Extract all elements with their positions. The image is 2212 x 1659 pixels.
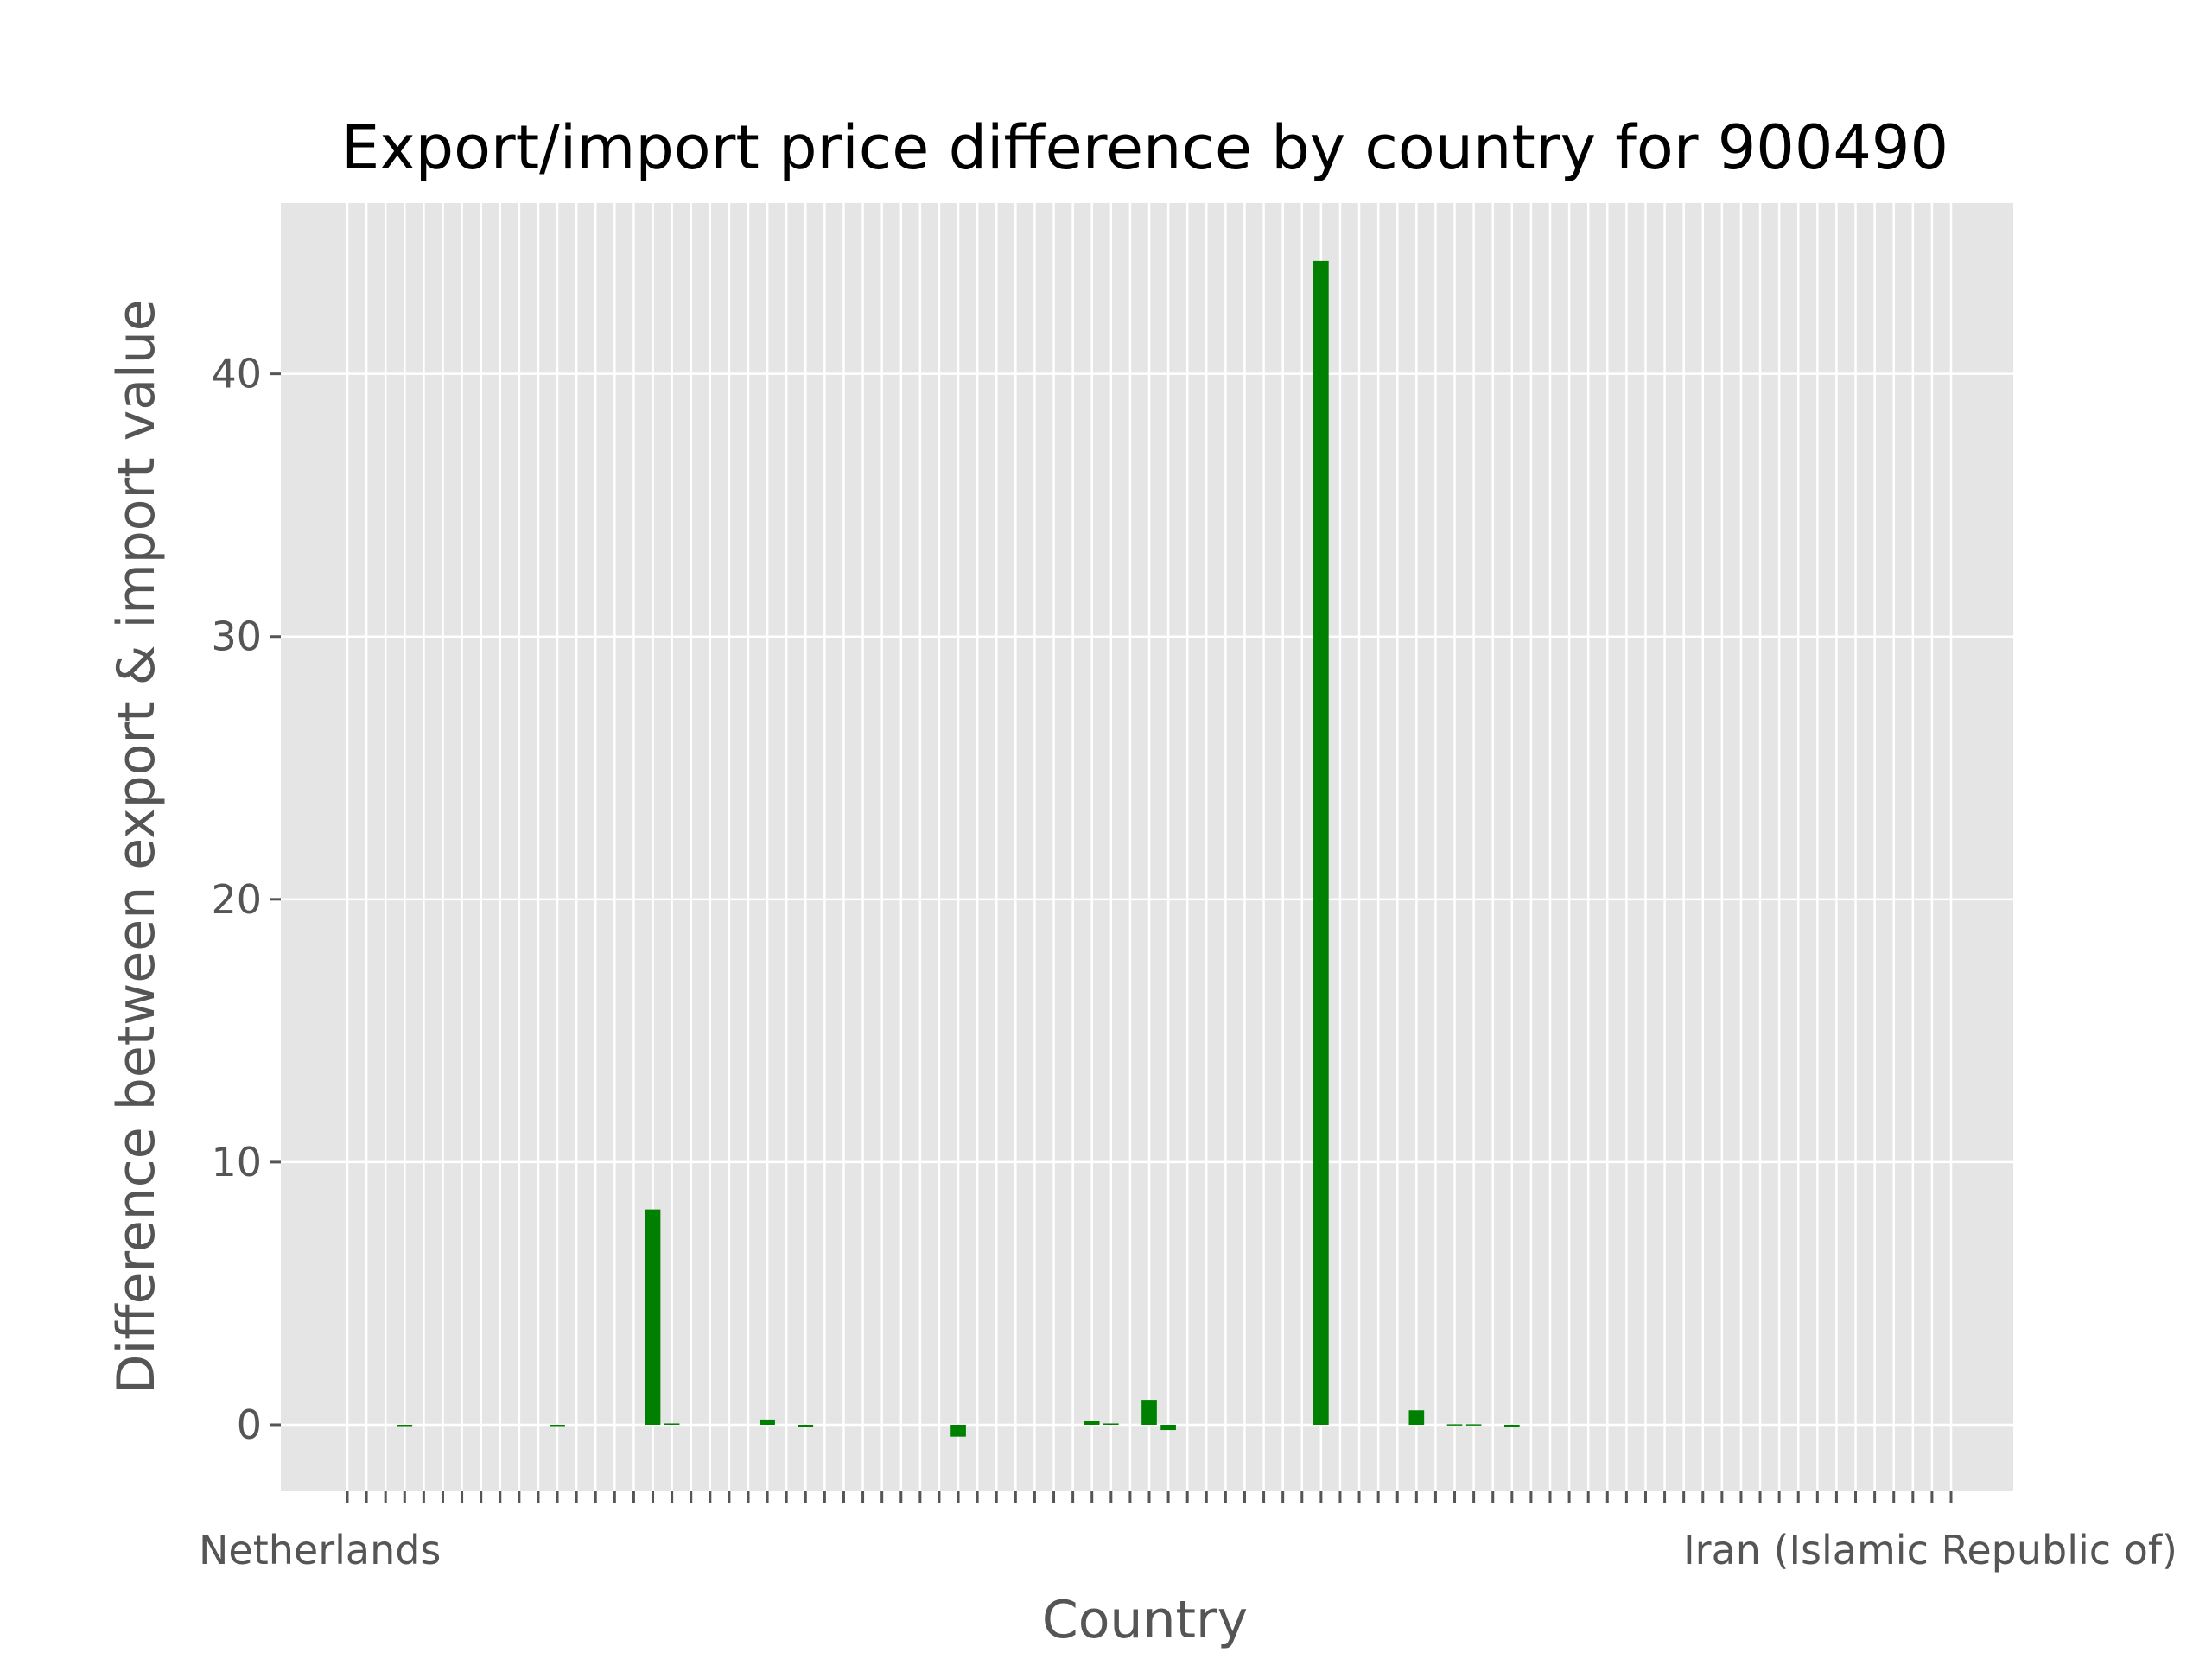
bar bbox=[664, 1423, 680, 1425]
bar bbox=[1503, 1424, 1520, 1428]
y-tick-label: 30 bbox=[211, 613, 262, 660]
bar bbox=[1103, 1423, 1119, 1425]
bar bbox=[1408, 1410, 1425, 1425]
bar bbox=[1465, 1424, 1482, 1426]
bar bbox=[950, 1424, 966, 1437]
bar bbox=[1084, 1421, 1100, 1425]
bar bbox=[1313, 260, 1329, 1425]
x-tick-label-first: Netherlands bbox=[199, 1527, 441, 1573]
bars bbox=[397, 260, 1520, 1437]
bar bbox=[1160, 1424, 1176, 1431]
chart-title: Export/import price difference by countr… bbox=[341, 112, 1948, 183]
x-axis-ticks bbox=[346, 1491, 1953, 1503]
plot-area bbox=[281, 203, 2013, 1491]
y-axis-ticks: 0 10 20 30 40 bbox=[211, 351, 281, 1448]
bar bbox=[397, 1424, 413, 1427]
bar bbox=[550, 1424, 565, 1427]
x-axis-label: Country bbox=[1042, 1590, 1248, 1650]
x-tick-label-last: Iran (Islamic Republic of) bbox=[1683, 1527, 2177, 1573]
bar bbox=[645, 1209, 661, 1425]
bar bbox=[1446, 1424, 1463, 1426]
y-tick-label: 40 bbox=[211, 351, 262, 397]
bar bbox=[1141, 1400, 1157, 1425]
y-tick-label: 20 bbox=[211, 876, 262, 923]
y-tick-label: 0 bbox=[237, 1402, 262, 1448]
bar bbox=[798, 1424, 814, 1428]
grid bbox=[281, 203, 2013, 1491]
y-axis-label: Difference between export & import value bbox=[106, 299, 167, 1394]
y-tick-label: 10 bbox=[211, 1139, 262, 1185]
bar bbox=[760, 1419, 775, 1425]
